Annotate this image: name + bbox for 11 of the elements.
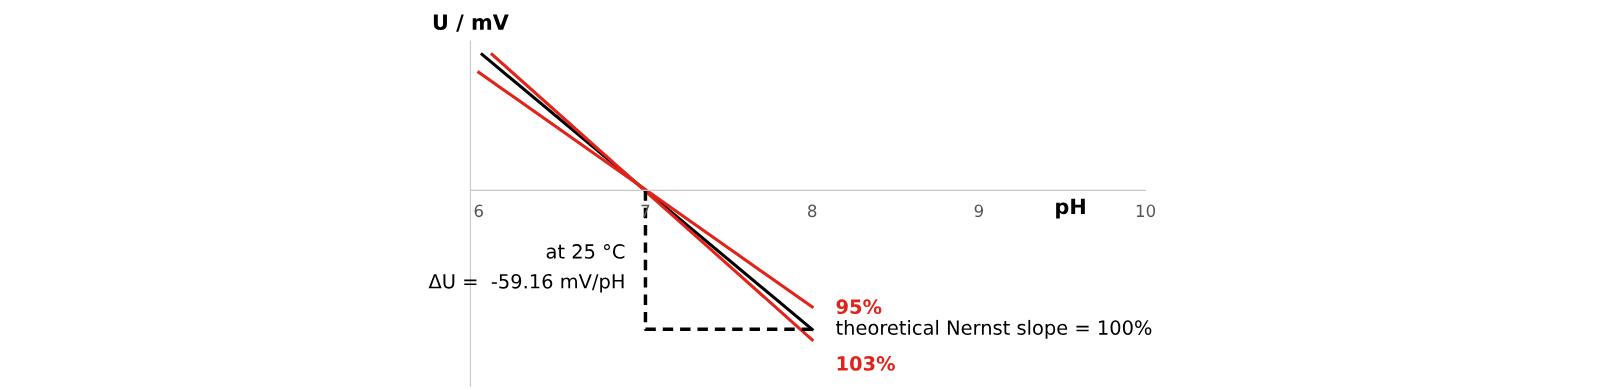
x-axis-title: pH bbox=[1056, 198, 1085, 219]
x-tick-label: 8 bbox=[808, 204, 817, 218]
x-tick-label: 9 bbox=[974, 204, 984, 218]
y-axis-title: U / mV bbox=[433, 14, 509, 32]
series-label: theoretical Nernst slope = 100% bbox=[836, 319, 1152, 339]
x-tick-label: 6 bbox=[474, 204, 483, 218]
series-label: 95% bbox=[836, 299, 882, 315]
annotation: ΔU = -59.16 mV/pH bbox=[428, 273, 624, 293]
x-tick-label: 10 bbox=[1136, 204, 1156, 218]
series-label: 103% bbox=[837, 356, 895, 371]
annotation: at 25 °C bbox=[546, 244, 625, 259]
